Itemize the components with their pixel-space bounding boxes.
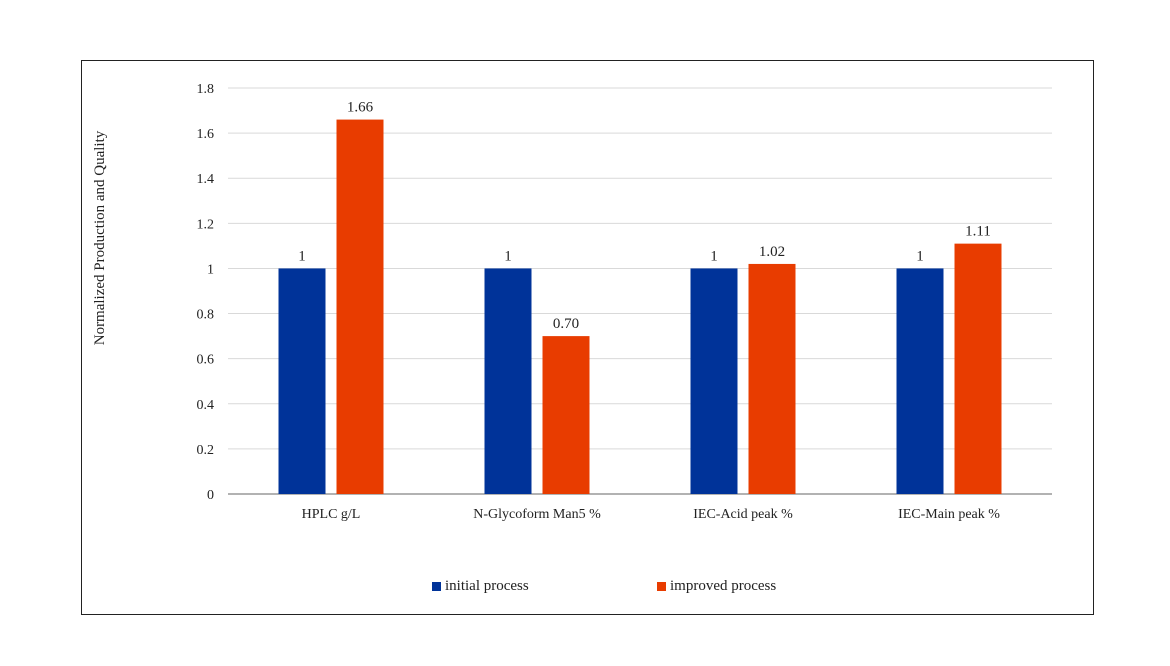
bar-initial <box>278 268 326 494</box>
data-label: 1.11 <box>965 224 991 240</box>
y-tick-label: 0.6 <box>197 353 215 368</box>
y-tick-label: 1.8 <box>197 82 215 97</box>
legend-label-initial: initial process <box>445 578 529 594</box>
bar-improved <box>542 336 590 494</box>
y-tick-label: 1 <box>207 262 214 277</box>
bar-improved <box>336 119 384 495</box>
category-label: IEC-Main peak % <box>898 507 1000 522</box>
legend-label-improved: improved process <box>670 578 777 594</box>
data-label: 1.02 <box>759 244 785 260</box>
category-label: HPLC g/L <box>302 507 361 522</box>
data-label: 1 <box>710 248 718 264</box>
data-label: 1.66 <box>347 100 374 116</box>
legend-swatch-initial <box>432 582 441 591</box>
y-tick-label: 1.2 <box>197 217 215 232</box>
legend-item-initial: initial process <box>432 578 529 595</box>
legend-swatch-improved <box>657 582 666 591</box>
bar-improved <box>954 243 1002 494</box>
data-label: 1 <box>298 248 306 264</box>
bar-improved <box>748 263 796 494</box>
legend: initial process improved process <box>0 578 1170 600</box>
data-label: 1 <box>504 248 512 264</box>
category-label: N-Glycoform Man5 % <box>473 507 601 522</box>
data-label: 0.70 <box>553 316 579 332</box>
y-tick-label: 0 <box>207 488 214 503</box>
y-axis-title: Normalized Production and Quality <box>92 130 108 345</box>
y-tick-label: 0.8 <box>197 308 215 323</box>
legend-item-improved: improved process <box>657 578 776 595</box>
y-tick-label: 0.2 <box>197 443 215 458</box>
y-tick-label: 1.6 <box>197 127 215 142</box>
data-label: 1 <box>916 248 924 264</box>
bar-initial <box>690 268 738 494</box>
y-tick-label: 0.4 <box>197 398 215 413</box>
bar-initial <box>896 268 944 494</box>
category-label: IEC-Acid peak % <box>693 507 793 522</box>
y-tick-label: 1.4 <box>197 172 215 187</box>
bar-initial <box>484 268 532 494</box>
